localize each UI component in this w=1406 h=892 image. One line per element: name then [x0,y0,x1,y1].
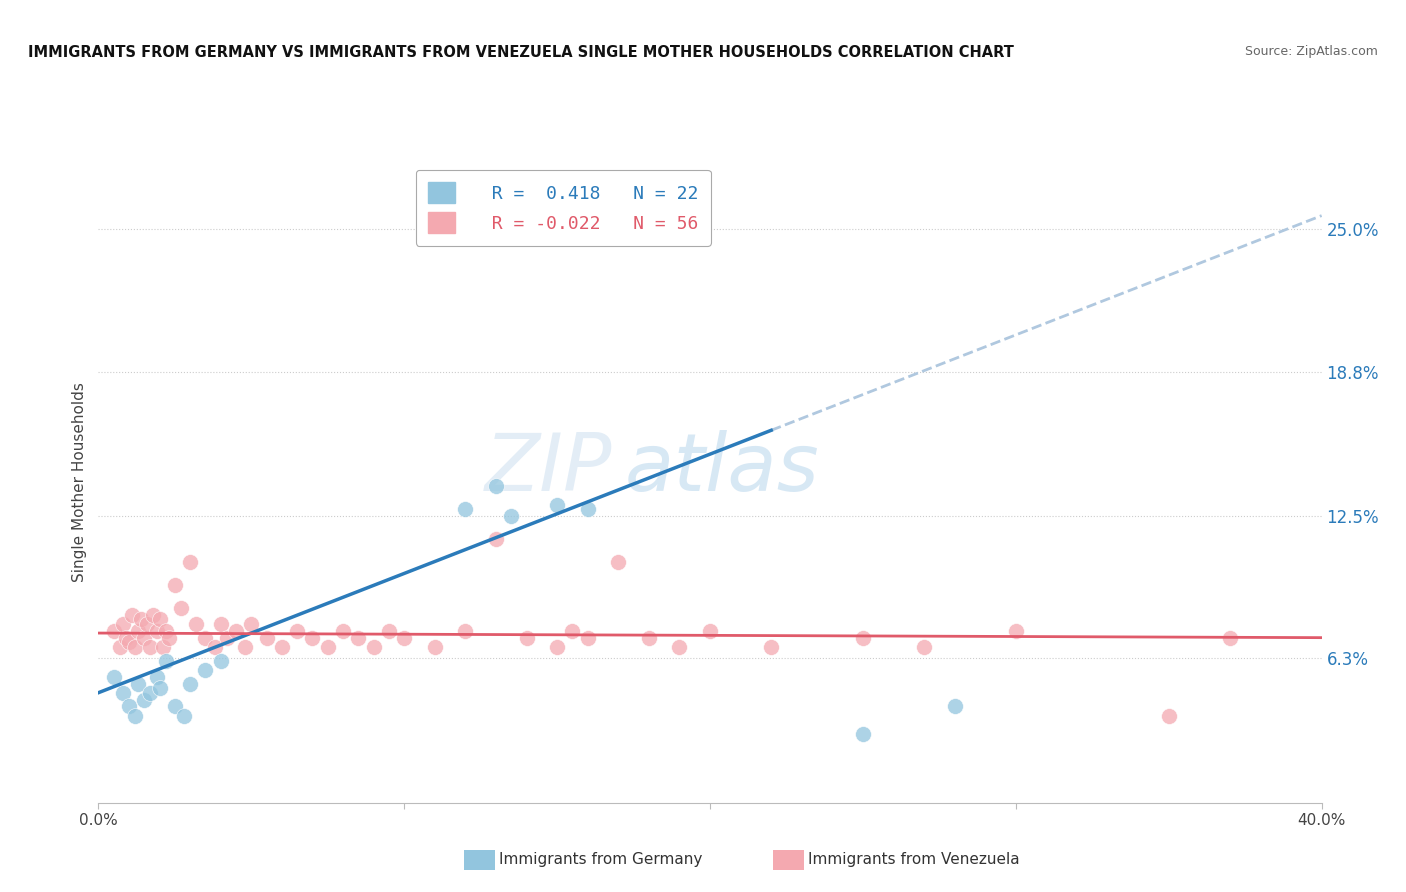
Point [759,640,782,654]
Point [163,699,186,714]
Point [378,624,401,638]
Point [392,631,416,645]
Point [347,631,370,645]
Point [454,624,477,638]
Point [103,624,125,638]
Point [118,635,141,649]
Point [149,612,172,626]
Point [115,631,138,645]
Point [285,624,308,638]
Point [256,631,278,645]
Point [852,631,875,645]
Point [1157,708,1180,723]
Text: Immigrants from Germany: Immigrants from Germany [499,853,703,867]
Point [1219,631,1241,645]
Point [301,631,323,645]
Point [204,640,226,654]
Legend:   R =  0.418   N = 22,   R = -0.022   N = 56: R = 0.418 N = 22, R = -0.022 N = 56 [416,169,711,245]
Point [1004,624,1026,638]
Point [194,663,217,677]
Point [149,681,172,695]
Point [155,624,177,638]
Point [912,640,935,654]
Point [363,640,385,654]
Point [127,624,149,638]
Text: atlas: atlas [624,430,820,508]
Point [332,624,354,638]
Point [124,708,146,723]
Point [186,616,208,631]
Point [454,502,477,516]
Point [546,640,568,654]
Point [240,616,263,631]
Point [179,676,201,690]
Point [163,578,186,592]
Point [316,640,339,654]
Point [607,555,630,569]
Point [127,676,149,690]
Point [118,699,141,714]
Point [546,498,568,512]
Point [576,631,599,645]
Point [423,640,446,654]
Point [129,612,152,626]
Point [485,479,508,493]
Point [215,631,238,645]
Y-axis label: Single Mother Households: Single Mother Households [72,382,87,582]
Point [501,509,523,524]
Point [699,624,721,638]
Point [157,631,180,645]
Point [108,640,131,654]
Point [943,699,966,714]
Point [111,686,134,700]
Point [852,727,875,741]
Point [124,640,146,654]
Point [152,640,174,654]
Text: Immigrants from Venezuela: Immigrants from Venezuela [808,853,1021,867]
Point [270,640,292,654]
Point [139,686,162,700]
Point [209,654,232,668]
Point [225,624,247,638]
Point [209,616,232,631]
Text: ZIP: ZIP [485,430,612,508]
Point [194,631,217,645]
Point [485,532,508,546]
Point [561,624,583,638]
Text: IMMIGRANTS FROM GERMANY VS IMMIGRANTS FROM VENEZUELA SINGLE MOTHER HOUSEHOLDS CO: IMMIGRANTS FROM GERMANY VS IMMIGRANTS FR… [28,45,1014,60]
Point [145,670,167,684]
Point [142,607,165,622]
Point [136,616,159,631]
Point [179,555,201,569]
Point [155,654,177,668]
Point [576,502,599,516]
Point [173,708,195,723]
Point [145,624,167,638]
Point [134,692,156,706]
Point [170,600,193,615]
Point [103,670,125,684]
Point [121,607,143,622]
Point [134,631,156,645]
Point [233,640,256,654]
Point [111,616,134,631]
Point [516,631,538,645]
Point [668,640,690,654]
Point [637,631,661,645]
Point [139,640,162,654]
Text: Source: ZipAtlas.com: Source: ZipAtlas.com [1244,45,1378,58]
